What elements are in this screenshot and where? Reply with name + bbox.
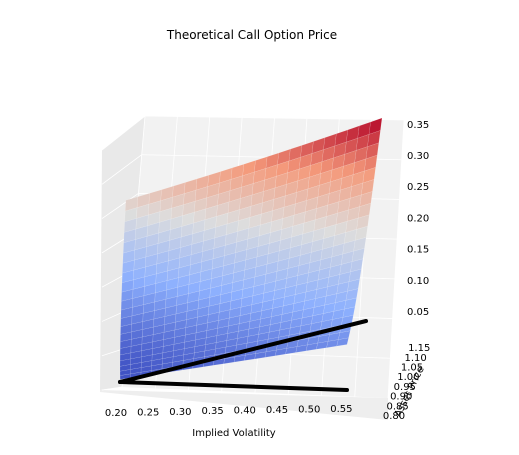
surface-cell (336, 337, 349, 347)
y-tick-label: 0.95 (394, 382, 416, 393)
surface-cell (356, 214, 370, 230)
x-tick-label: 0.20 (105, 408, 127, 419)
y-tick-label: 0.80 (383, 411, 405, 422)
x-tick-label: 0.25 (137, 407, 159, 418)
price-surface (119, 117, 383, 380)
z-tick-label: 0.10 (407, 276, 429, 287)
left-pane (100, 116, 145, 390)
z-tick-label: 0.25 (407, 182, 429, 193)
z-tick-label: 0.30 (407, 151, 429, 162)
y-tick-label: 1.10 (404, 353, 426, 364)
y-tick-label: 0.90 (390, 392, 412, 403)
surface-cell (345, 288, 359, 301)
grid-line (101, 115, 146, 151)
x-tick-label: 0.50 (298, 404, 320, 415)
y-axis-ticks: 0.800.850.900.951.001.051.101.15 (383, 343, 430, 422)
z-axis-ticks: 0.05 0.10 0.15 0.20 0.25 0.30 0.35 (407, 120, 429, 318)
floor-pane (100, 390, 388, 420)
y-tick-label: 1.15 (408, 343, 430, 354)
surface-cell (351, 247, 365, 262)
surface-cell (358, 202, 372, 219)
y-tick-label: 0.85 (386, 401, 408, 412)
chart-title: Theoretical Call Option Price (166, 28, 337, 42)
x-tick-label: 0.55 (330, 404, 352, 415)
x-tick-label: 0.35 (201, 406, 223, 417)
surface-cell (350, 258, 364, 273)
z-tick-label: 0.15 (407, 245, 429, 256)
grid-line (387, 119, 405, 399)
x-tick-label: 0.45 (266, 405, 288, 416)
surface-cell (367, 130, 381, 147)
x-tick-label: 0.40 (234, 406, 256, 417)
z-tick-label: 0.05 (407, 307, 429, 318)
edge-line-diagonal (118, 319, 368, 384)
surface-edge-lines (118, 319, 368, 392)
surface-cell (354, 225, 368, 241)
x-tick-label: 0.30 (169, 407, 191, 418)
z-tick-label: 0.20 (407, 213, 429, 224)
edge-line-front (118, 380, 349, 392)
y-tick-label: 1.00 (397, 372, 419, 383)
x-axis-label: Implied Volatility (192, 428, 276, 439)
y-tick-label: 1.05 (401, 363, 423, 374)
grid-line (101, 154, 142, 185)
grid-line (101, 193, 139, 219)
grid-line (101, 386, 123, 391)
z-tick-label: 0.35 (407, 120, 429, 131)
x-axis-ticks: 0.20 0.25 0.30 0.35 0.40 0.45 0.50 0.55 (105, 404, 353, 419)
